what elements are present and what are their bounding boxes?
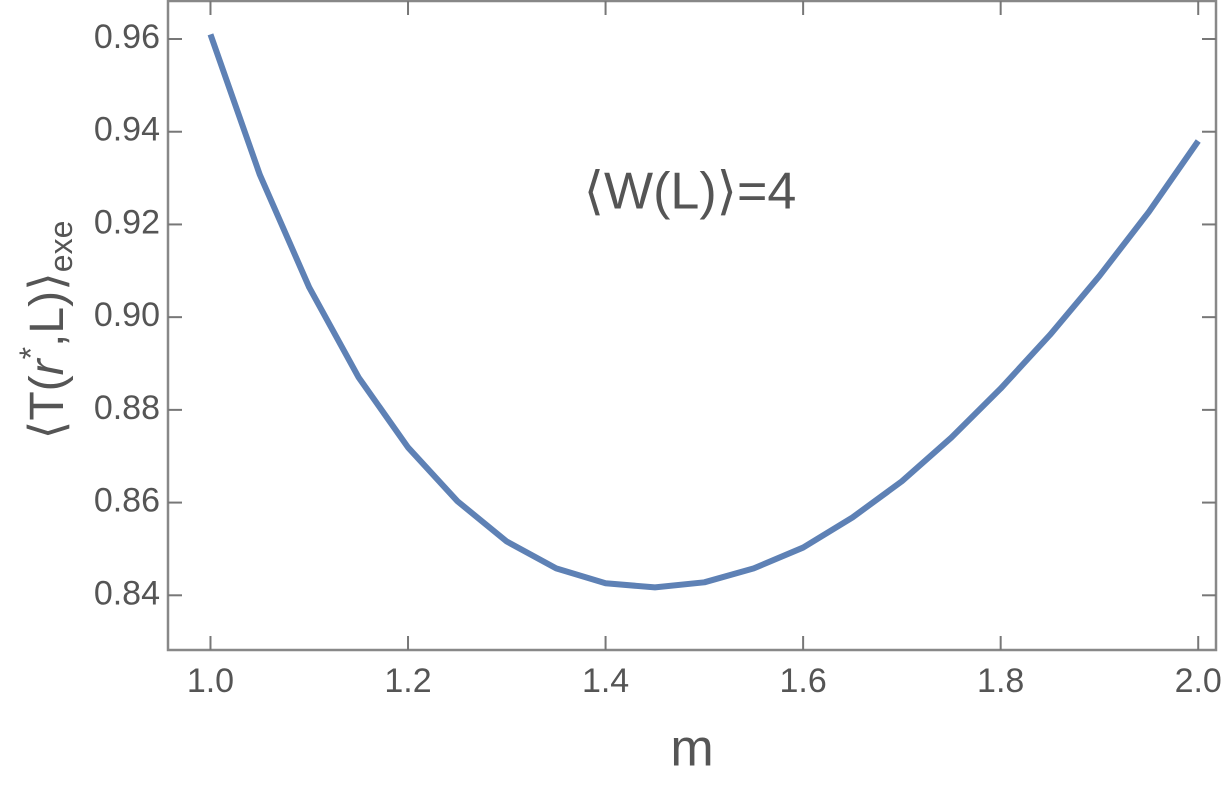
y-tick-label: 0.96 [94,18,160,56]
y-label-part: ⟨T( [21,375,74,439]
x-tick-label: 2.0 [1175,662,1222,700]
y-tick-label: 0.90 [94,296,160,334]
annotation: ⟨W(L)⟩=4 [584,163,797,221]
x-tick-label: 1.8 [977,662,1024,700]
y-label-part: exe [43,221,79,273]
line-series [207,33,1201,591]
x-tick-label: 1.4 [582,662,629,700]
y-label-part: ,L)⟩ [21,272,74,347]
x-tick-label: 1.2 [384,662,431,700]
y-axis-label: ⟨T(r*,L)⟩exe [13,221,79,440]
y-tick-label: 0.88 [94,389,160,427]
y-label-part: r [21,357,74,375]
y-label-part: * [13,347,49,359]
y-tick-label: 0.86 [94,482,160,520]
x-tick-label: 1.6 [779,662,826,700]
y-tick-label: 0.94 [94,111,160,149]
x-tick-label: 1.0 [187,662,234,700]
x-axis-label: m [670,720,713,778]
y-tick-label: 0.84 [94,574,160,612]
y-tick-label: 0.92 [94,203,160,241]
plot-frame [166,0,1218,652]
